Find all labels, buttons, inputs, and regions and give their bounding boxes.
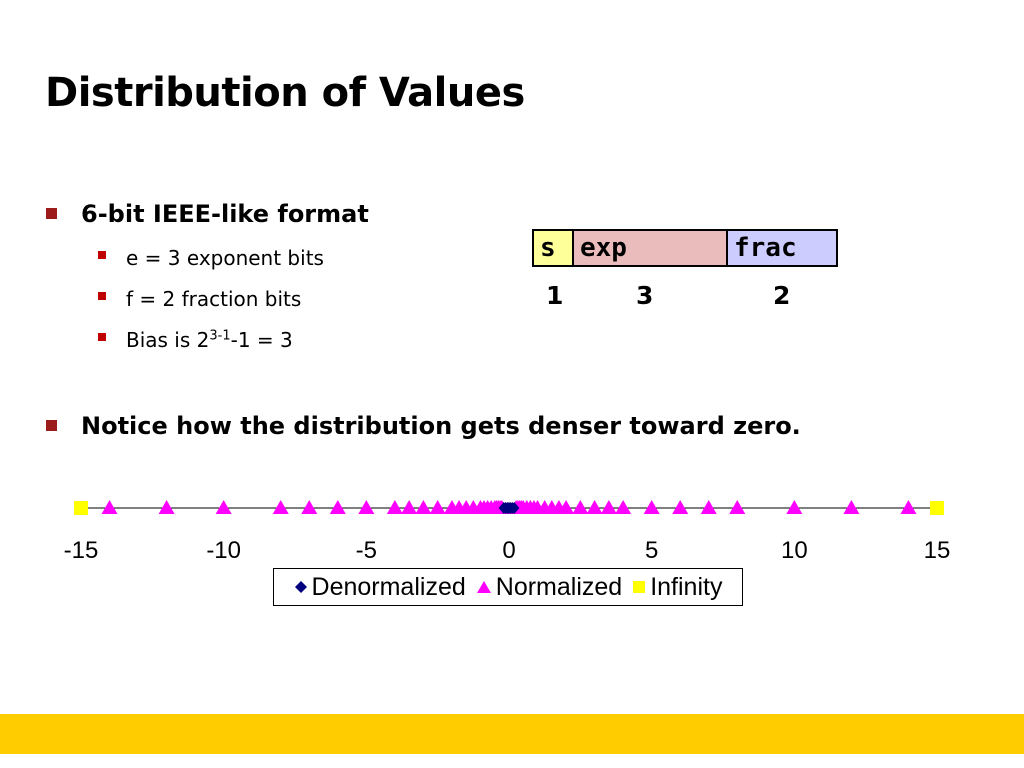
sub-bullet-exponent-text: e = 3 exponent bits bbox=[126, 246, 324, 270]
x-tick-label: -15 bbox=[64, 537, 99, 564]
normalized-point bbox=[386, 500, 403, 514]
legend-label-denormalized: Denormalized bbox=[311, 572, 466, 601]
exp-bit-count: 3 bbox=[636, 281, 654, 310]
sub-bullet-square-icon bbox=[98, 251, 106, 259]
chart-legend: Denormalized Normalized Infinity bbox=[273, 568, 743, 606]
x-tick-label: -5 bbox=[356, 537, 377, 564]
bias-exponent: 3-1 bbox=[209, 328, 231, 344]
legend-label-infinity: Infinity bbox=[650, 572, 723, 601]
bias-base: Bias is 2 bbox=[126, 328, 210, 352]
normalized-point bbox=[101, 500, 118, 514]
bullet-square-icon bbox=[46, 420, 57, 431]
infinity-point bbox=[930, 501, 944, 515]
legend-item-normalized: Normalized bbox=[476, 573, 622, 602]
legend-item-infinity: Infinity bbox=[632, 573, 722, 602]
sub-bullet-fraction: f = 2 fraction bits bbox=[98, 287, 301, 311]
infinity-point bbox=[74, 501, 88, 515]
x-tick-label: 5 bbox=[645, 537, 658, 564]
normalized-point bbox=[729, 500, 746, 514]
triangle-icon bbox=[476, 581, 491, 593]
bullet-square-icon bbox=[46, 208, 57, 219]
legend-item-denormalized: Denormalized bbox=[294, 573, 466, 602]
normalized-point bbox=[900, 500, 917, 514]
bit-format-diagram: s exp frac bbox=[532, 229, 838, 267]
normalized-point bbox=[272, 500, 289, 514]
normalized-point bbox=[415, 500, 432, 514]
x-tick-label: -10 bbox=[206, 537, 241, 564]
frac-bit-count: 2 bbox=[773, 281, 791, 310]
normalized-point bbox=[586, 500, 603, 514]
normalized-point bbox=[615, 500, 632, 514]
normalized-point bbox=[401, 500, 418, 514]
square-icon bbox=[633, 581, 646, 593]
footer-bar bbox=[0, 714, 1024, 754]
sign-bit-count: 1 bbox=[546, 281, 564, 310]
bullet-format-text: 6-bit IEEE-like format bbox=[81, 200, 369, 228]
denormalized-point bbox=[509, 502, 520, 514]
sub-bullet-bias-text: Bias is 23-1-1 = 3 bbox=[126, 328, 293, 352]
sub-bullet-square-icon bbox=[98, 292, 106, 300]
bullet-format: 6-bit IEEE-like format bbox=[46, 200, 369, 228]
x-tick-label: 10 bbox=[781, 537, 808, 564]
normalized-point bbox=[786, 500, 803, 514]
frac-field: frac bbox=[728, 231, 836, 265]
sub-bullet-fraction-text: f = 2 fraction bits bbox=[126, 287, 302, 311]
sign-field: s bbox=[534, 231, 574, 265]
diamond-icon bbox=[294, 581, 307, 593]
normalized-point bbox=[643, 500, 660, 514]
slide-title: Distribution of Values bbox=[45, 70, 525, 116]
normalized-point bbox=[672, 500, 689, 514]
value-distribution-chart: -15 -10 -5 0 5 10 15 bbox=[64, 500, 951, 564]
legend-label-normalized: Normalized bbox=[495, 572, 623, 601]
normalized-point bbox=[358, 500, 375, 514]
normalized-point bbox=[329, 500, 346, 514]
bias-rest: -1 = 3 bbox=[230, 328, 293, 352]
bullet-notice: Notice how the distribution gets denser … bbox=[46, 412, 801, 440]
normalized-point bbox=[700, 500, 717, 514]
sub-bullet-exponent: e = 3 exponent bits bbox=[98, 246, 324, 270]
sub-bullet-bias: Bias is 23-1-1 = 3 bbox=[98, 328, 293, 352]
exp-field: exp bbox=[574, 231, 728, 265]
normalized-point bbox=[429, 500, 446, 514]
bullet-notice-text: Notice how the distribution gets denser … bbox=[81, 412, 801, 440]
normalized-point bbox=[301, 500, 318, 514]
x-tick-label: 0 bbox=[502, 537, 515, 564]
normalized-point bbox=[600, 500, 617, 514]
sub-bullet-square-icon bbox=[98, 333, 106, 341]
normalized-point bbox=[158, 500, 175, 514]
normalized-point bbox=[843, 500, 860, 514]
normalized-point bbox=[558, 500, 575, 514]
normalized-point bbox=[215, 500, 232, 514]
x-tick-label: 15 bbox=[924, 537, 951, 564]
normalized-point bbox=[572, 500, 589, 514]
